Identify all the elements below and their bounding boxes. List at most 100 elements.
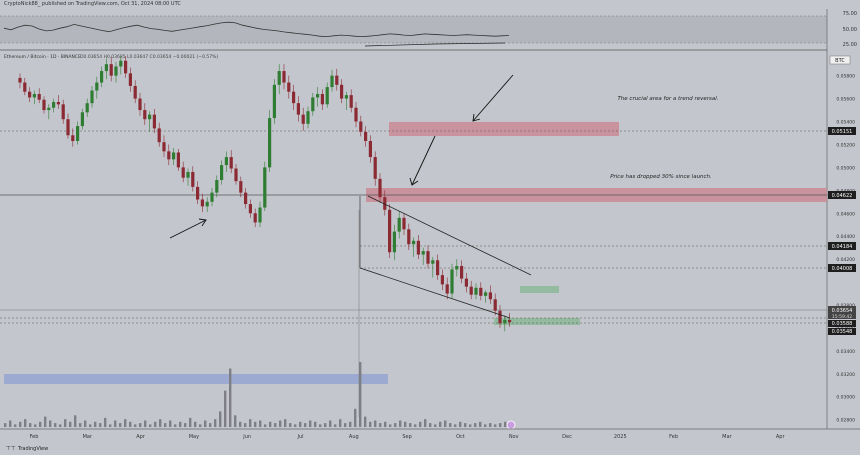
candle-body <box>28 91 32 98</box>
candle-body <box>354 107 358 122</box>
price-axis[interactable] <box>827 9 860 429</box>
candle-body <box>464 278 468 287</box>
level-label-box <box>828 328 856 335</box>
wedge-upper-line <box>367 195 532 276</box>
candle-body <box>306 111 310 124</box>
candle-body <box>109 64 113 76</box>
candle-body <box>119 60 123 67</box>
candle-body <box>330 75 334 88</box>
level-label-box <box>828 320 856 327</box>
rsi-tick: 50.00 <box>843 27 857 33</box>
level-label: 0.04008 <box>832 266 853 272</box>
candle-body <box>421 251 425 255</box>
candle-body <box>181 167 185 178</box>
candle-body <box>474 287 478 295</box>
volume-bars <box>4 362 512 427</box>
volume-bar <box>394 423 397 427</box>
candle-body <box>272 84 276 119</box>
candle-body <box>186 171 190 178</box>
volume-bar <box>339 419 342 427</box>
candle-body <box>71 135 75 142</box>
volume-bar <box>14 424 17 427</box>
volume-bar <box>119 423 122 427</box>
volume-bar <box>334 424 337 427</box>
price-tick: 0.03000 <box>836 395 855 401</box>
last-price-box <box>828 306 856 319</box>
candle-body <box>47 107 51 111</box>
volume-bar <box>64 419 67 427</box>
volume-bar <box>309 420 312 427</box>
candle-body <box>296 103 300 115</box>
candle-body <box>191 171 195 187</box>
volume-bar <box>149 424 152 427</box>
candle-body <box>455 266 459 270</box>
volume-bar <box>199 424 202 427</box>
candle-body <box>493 299 497 311</box>
event-marker-icon[interactable] <box>506 420 516 430</box>
volume-bar <box>294 424 297 427</box>
volume-bar <box>329 420 332 427</box>
candle-body <box>373 157 377 179</box>
candle-body <box>37 93 41 100</box>
volume-bar <box>194 421 197 427</box>
candle-body <box>440 275 444 285</box>
candle-body <box>172 152 176 160</box>
volume-bar <box>319 424 322 427</box>
candle-body <box>229 157 233 169</box>
volume-bar <box>254 421 257 427</box>
volume-bar <box>244 423 247 427</box>
volume-bar <box>279 420 282 427</box>
level-labels: 0.05151 0.04622 0.04184 0.04008 0.03654 … <box>828 127 856 335</box>
candle-body <box>176 152 180 168</box>
candle-body <box>133 85 137 99</box>
volume-zone <box>4 374 388 384</box>
level-label-box <box>828 242 856 250</box>
candle-body <box>392 231 396 253</box>
rsi-tick: 75.00 <box>843 11 857 17</box>
candle-body <box>100 71 104 83</box>
level-label: 0.03548 <box>832 329 853 335</box>
price-tick: 0.05600 <box>836 97 855 103</box>
volume-bar <box>144 420 147 427</box>
countdown-label: 15:59:42 <box>832 314 852 320</box>
volume-bar <box>324 423 327 427</box>
volume-bar <box>389 424 392 427</box>
volume-bar <box>484 424 487 427</box>
volume-bar <box>139 423 142 427</box>
volume-bar <box>99 423 102 427</box>
volume-bar <box>314 421 317 427</box>
price-tick: 0.05000 <box>836 165 855 171</box>
level-label-box <box>828 127 856 135</box>
volume-bar <box>379 423 382 427</box>
candle-body <box>80 112 84 127</box>
rsi-axis: 75.00 50.00 25.00 <box>843 11 857 48</box>
candle-body <box>436 260 440 276</box>
time-tick: Jul <box>296 434 303 440</box>
rsi-series <box>3 21 510 38</box>
arrow-annotation <box>409 135 436 186</box>
volume-bar <box>409 423 412 427</box>
volume-bar <box>474 423 477 427</box>
volume-bar <box>159 419 162 427</box>
candle-body <box>383 197 387 210</box>
candle-body <box>196 186 200 200</box>
price-tick: 0.03200 <box>836 372 855 378</box>
time-tick: Mar <box>722 434 732 440</box>
volume-bar <box>499 423 502 427</box>
candle-body <box>124 60 128 74</box>
tradingview-logo: ⊤⊤ <box>6 446 16 452</box>
candle-body <box>128 73 132 86</box>
candle-body <box>90 90 94 104</box>
candle-body <box>340 84 344 99</box>
candle-body <box>416 240 420 255</box>
currency-badge <box>829 55 851 65</box>
candle-body <box>488 292 492 300</box>
currency-label: BTC <box>835 58 845 64</box>
candle-body <box>143 110 147 120</box>
candle-body <box>200 199 204 207</box>
candle-body <box>167 151 171 160</box>
candle-body <box>407 229 411 245</box>
candle-body <box>368 141 372 158</box>
candle-body <box>277 71 281 85</box>
